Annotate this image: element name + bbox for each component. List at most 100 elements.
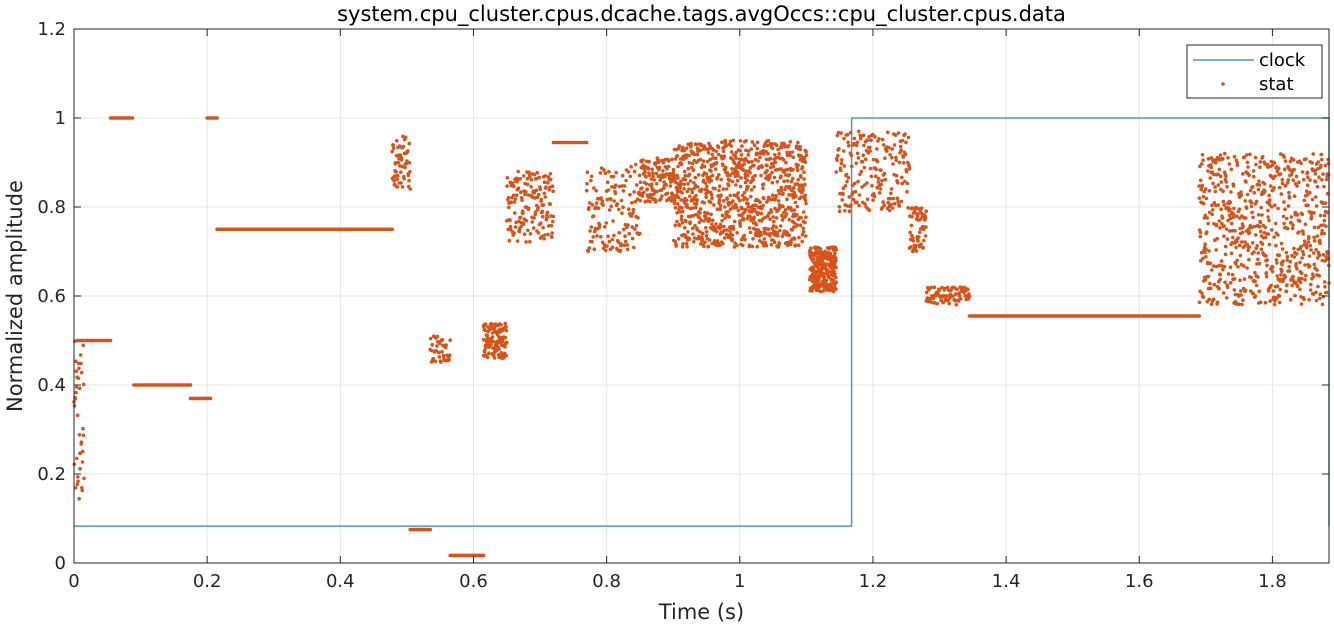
stat-point	[917, 230, 922, 235]
stat-point	[771, 164, 776, 169]
stat-point	[851, 197, 856, 202]
stat-point	[1285, 216, 1289, 221]
stat-point	[437, 350, 441, 355]
stat-point	[769, 210, 774, 214]
stat-point	[1315, 256, 1320, 260]
stat-point	[1265, 263, 1269, 268]
stat-point	[735, 243, 739, 247]
stat-point	[900, 181, 904, 186]
stat-point	[692, 236, 697, 240]
stat-point	[834, 287, 838, 291]
stat-point	[1288, 297, 1293, 302]
stat-point	[1287, 195, 1292, 200]
stat-point	[543, 174, 548, 178]
stat-point	[730, 157, 734, 161]
stat-point	[78, 353, 83, 357]
stat-point	[1301, 252, 1306, 257]
stat-point	[1283, 275, 1288, 279]
stat-point	[751, 177, 755, 182]
stat-point	[791, 167, 795, 172]
stat-point	[683, 173, 688, 178]
stat-point	[1322, 184, 1326, 189]
stat-point	[1269, 205, 1274, 209]
stat-point	[790, 228, 794, 232]
stat-point	[1316, 160, 1320, 164]
stat-point	[1282, 200, 1286, 204]
stat-point	[503, 321, 508, 326]
stat-point	[1224, 180, 1229, 184]
stat-point	[788, 184, 792, 189]
stat-point	[528, 239, 532, 244]
stat-point	[803, 160, 808, 165]
stat-point	[879, 168, 883, 172]
stat-point	[594, 205, 598, 209]
stat-point	[481, 553, 486, 558]
stat-point	[759, 233, 763, 237]
stat-point	[508, 224, 513, 229]
stat-point	[1256, 275, 1260, 279]
stat-point	[1321, 172, 1325, 176]
stat-point	[1267, 193, 1271, 198]
stat-point	[779, 174, 783, 179]
stat-point	[1280, 262, 1284, 267]
stat-point	[672, 201, 677, 206]
stat-point	[1291, 274, 1295, 279]
stat-point	[638, 180, 643, 184]
stat-point	[1225, 184, 1229, 189]
stat-point	[632, 190, 636, 194]
stat-point	[854, 161, 858, 166]
stat-point	[1296, 230, 1301, 234]
stat-point	[549, 223, 554, 228]
stat-point	[487, 351, 491, 356]
stat-point	[862, 165, 867, 170]
stat-point	[1212, 264, 1216, 268]
stat-point	[708, 157, 712, 162]
stat-point	[735, 231, 739, 235]
stat-point	[403, 165, 407, 170]
stat-point	[1313, 180, 1318, 184]
stat-point	[742, 162, 746, 166]
stat-point	[728, 229, 732, 233]
stat-point	[781, 204, 785, 209]
stat-point	[774, 193, 778, 198]
stat-point	[878, 187, 883, 191]
stat-point	[833, 256, 838, 260]
stat-point	[1213, 160, 1218, 165]
stat-point	[1200, 291, 1204, 296]
stat-point	[1272, 235, 1276, 239]
stat-point	[794, 194, 798, 199]
stat-point	[738, 139, 743, 143]
stat-point	[675, 219, 679, 224]
stat-point	[1270, 228, 1274, 232]
stat-point	[687, 161, 692, 165]
stat-point	[396, 160, 401, 165]
stat-point	[889, 187, 894, 191]
stat-point	[1273, 174, 1277, 178]
stat-point	[921, 245, 925, 250]
stat-point	[514, 193, 519, 197]
stat-point	[1247, 245, 1252, 249]
stat-point	[543, 195, 547, 199]
stat-point	[1304, 189, 1309, 193]
stat-point	[843, 209, 847, 213]
stat-point	[1258, 300, 1263, 305]
stat-point	[927, 287, 931, 292]
stat-point	[1225, 285, 1230, 290]
stat-point	[1211, 172, 1216, 177]
stat-point	[1272, 302, 1277, 307]
stat-point	[590, 203, 595, 207]
stat-point	[855, 151, 860, 156]
stat-point	[872, 192, 876, 196]
stat-point	[1260, 213, 1264, 217]
stat-point	[407, 178, 411, 183]
stat-point	[1251, 169, 1256, 173]
stat-point	[834, 275, 838, 280]
stat-point	[803, 198, 808, 203]
stat-point	[680, 221, 685, 225]
stat-point	[673, 205, 678, 210]
stat-point	[712, 203, 716, 207]
stat-point	[625, 243, 630, 247]
stat-point	[1268, 198, 1272, 202]
stat-point	[899, 199, 904, 204]
stat-point	[1227, 162, 1232, 166]
